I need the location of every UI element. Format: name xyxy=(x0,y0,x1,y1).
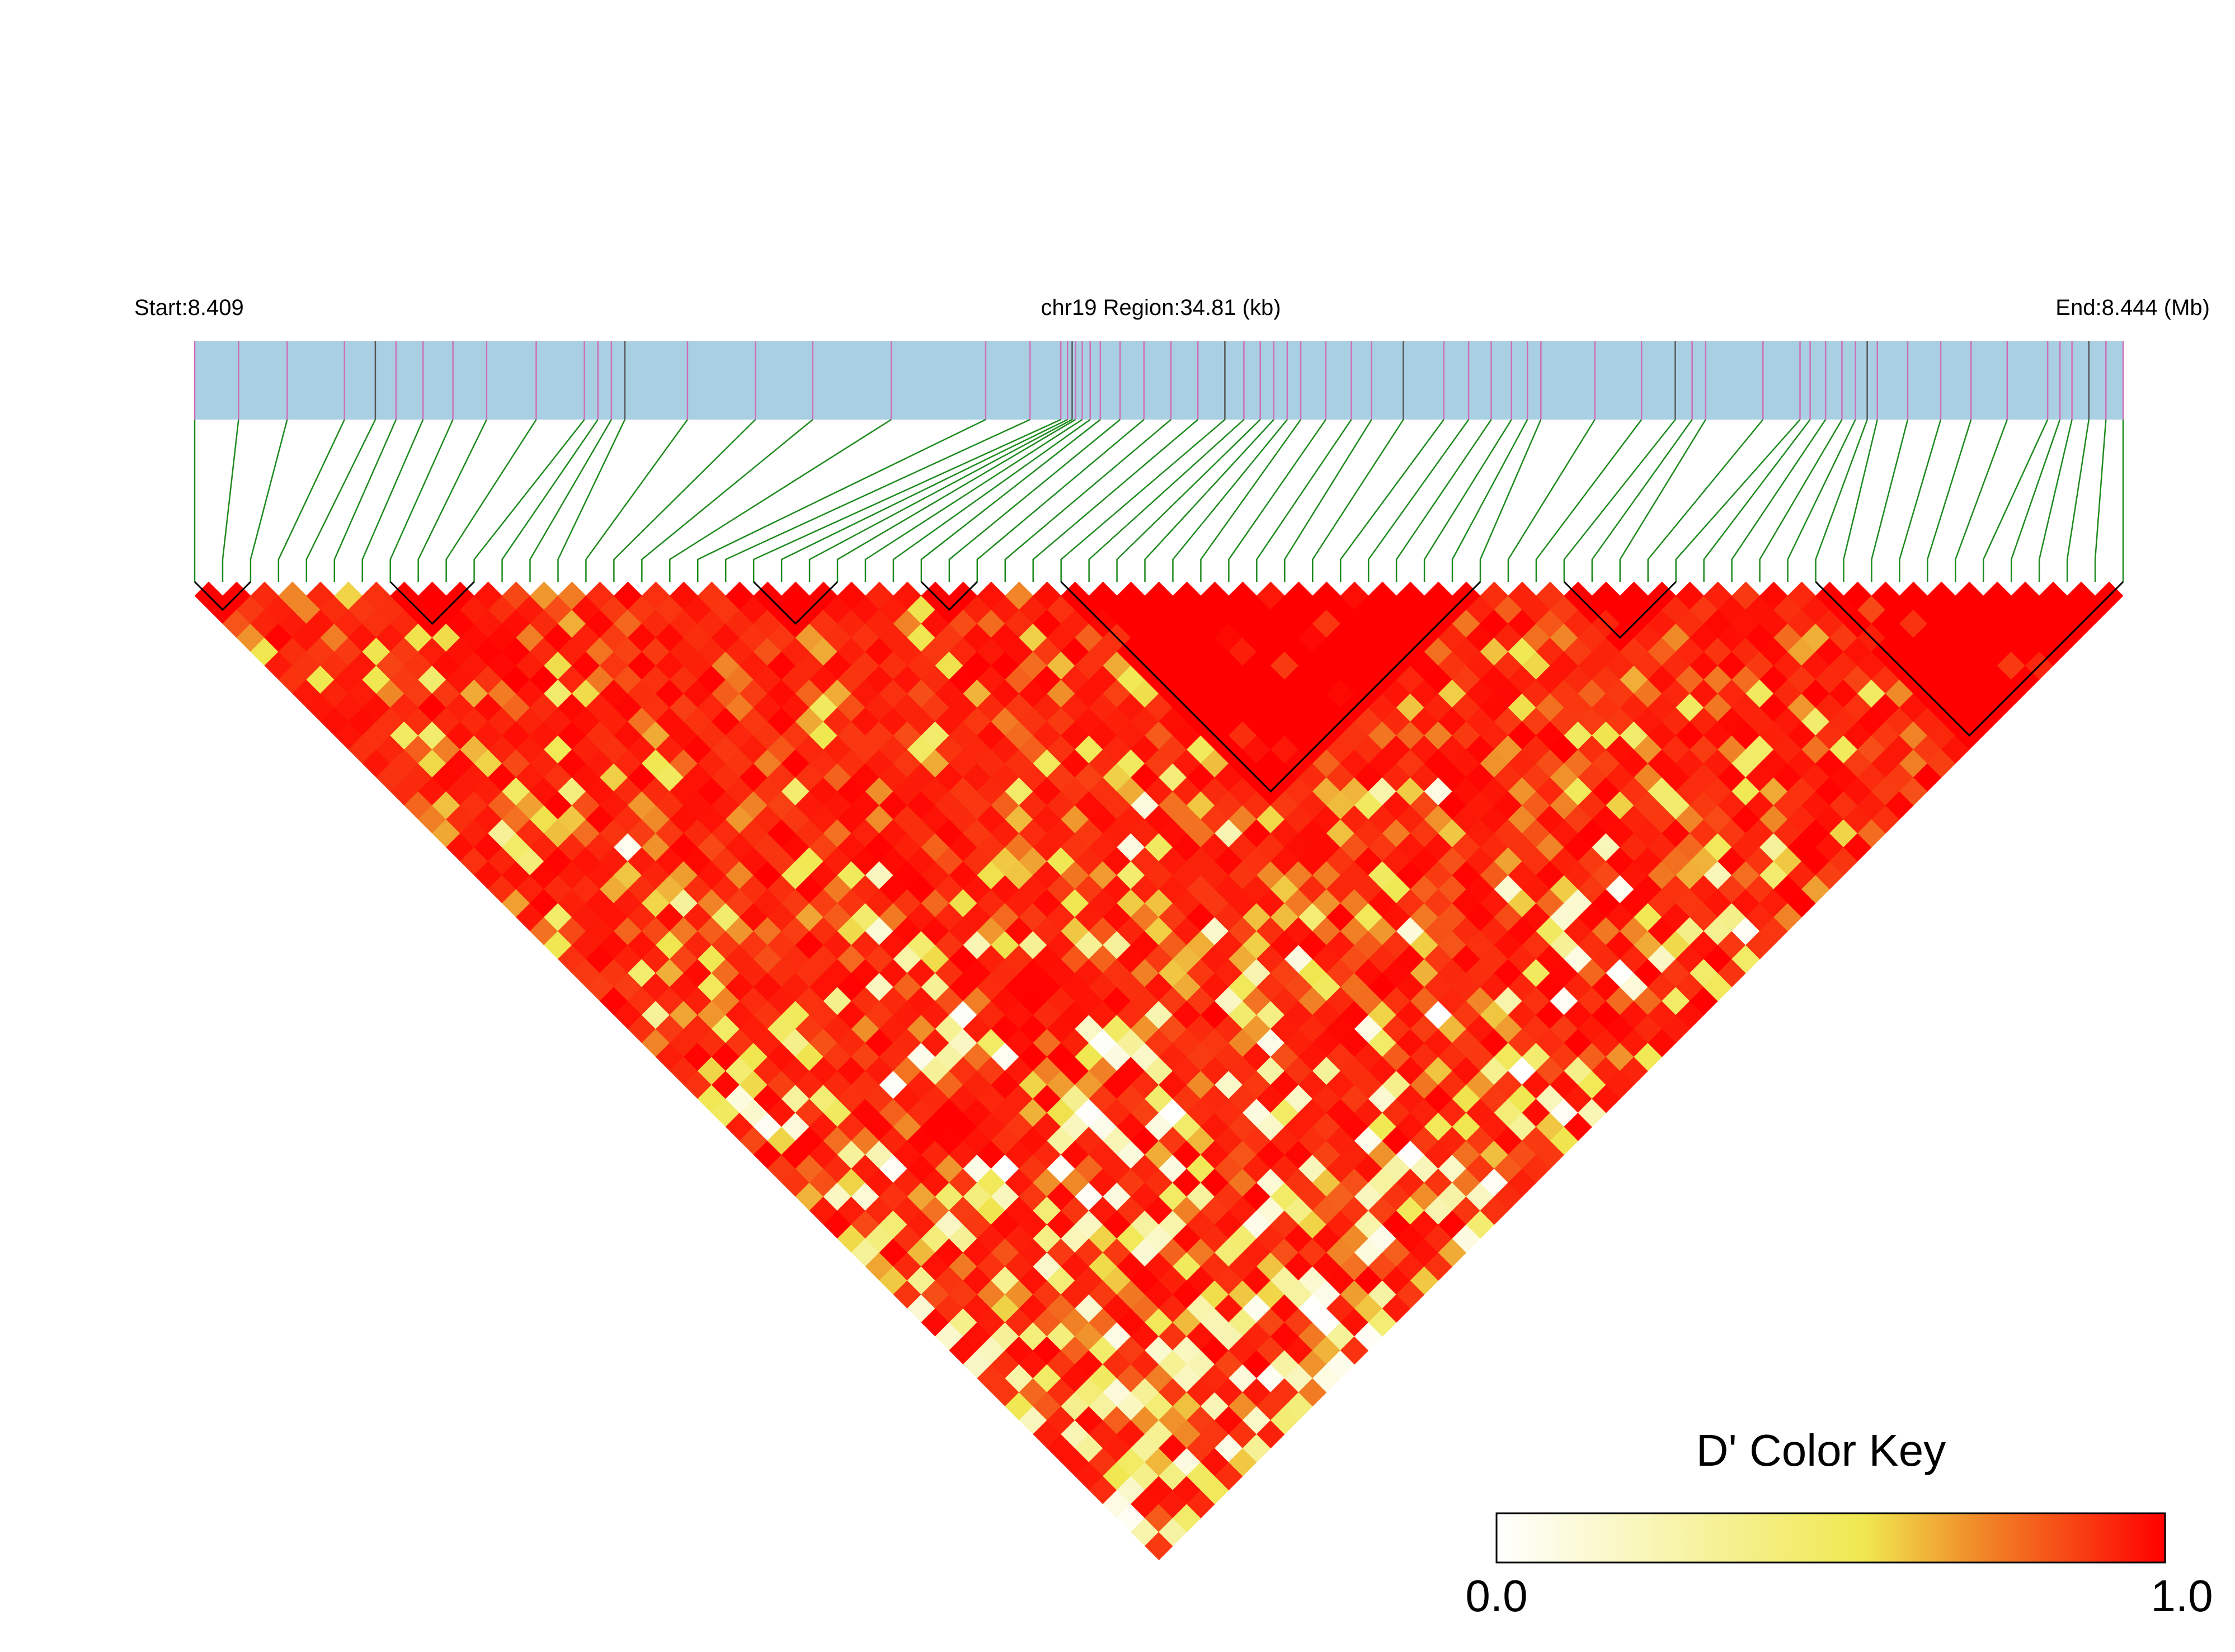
snp-connector-line xyxy=(780,418,1068,582)
snp-connector-line xyxy=(361,419,424,582)
snp-connector-line xyxy=(557,419,626,582)
snp-connector-line xyxy=(1367,419,1470,582)
snp-connector-line xyxy=(2038,419,2073,582)
haplotype-block-outline xyxy=(1060,581,1481,793)
snp-connector-line xyxy=(333,419,397,582)
haplotype-block-outline xyxy=(753,581,839,625)
haplotype-block-outline xyxy=(389,581,475,625)
snp-connector-line xyxy=(1312,419,1404,582)
snp-connector-line xyxy=(892,418,1091,582)
snp-connector-line xyxy=(2094,419,2107,582)
snp-connector-line xyxy=(1228,419,1326,582)
snp-connector-line xyxy=(920,419,1101,582)
snp-connector-line xyxy=(1899,419,1942,582)
snp-connector-line xyxy=(1004,419,1171,582)
haplotype-block-outline xyxy=(1563,581,1677,639)
snp-connector-line xyxy=(1731,419,1827,582)
snp-connector-line xyxy=(2066,419,2090,582)
snp-connector-line xyxy=(1927,419,1972,582)
snp-connector-line xyxy=(445,419,537,582)
region-title-label: chr19 Region:34.81 (kb) xyxy=(1041,295,1281,320)
snp-connector-line xyxy=(641,419,813,582)
haplotype-block-outline xyxy=(920,581,978,611)
snp-connector-line xyxy=(1256,419,1352,582)
snp-connector-line xyxy=(1032,419,1198,582)
snp-connector-line xyxy=(724,418,1031,582)
snp-connector-line xyxy=(613,419,756,582)
snp-connector-line xyxy=(1423,419,1512,582)
ld-heatmap-cells xyxy=(194,581,2124,1560)
snp-connector-line xyxy=(1871,419,1909,582)
snp-connector-line xyxy=(948,419,1121,582)
snp-connector-line xyxy=(1088,419,1245,582)
snp-connector-line xyxy=(836,418,1076,582)
snp-connector-line xyxy=(1619,419,1706,582)
snp-connector-line xyxy=(976,419,1145,582)
snp-connector-line xyxy=(1843,419,1878,582)
color-key: D' Color Key 0.0 1.0 xyxy=(1465,1425,2213,1621)
snp-connector-line xyxy=(222,419,239,582)
snp-connector-line xyxy=(1591,419,1693,582)
snp-connector-line xyxy=(1479,419,1542,582)
haplotype-block-outline xyxy=(1815,581,2124,737)
snp-connector-line xyxy=(277,419,345,582)
snp-connector-line xyxy=(529,419,612,582)
snp-connector-line xyxy=(473,419,585,582)
color-key-gradient-bar xyxy=(1495,1512,2166,1564)
snp-connector-line xyxy=(1647,419,1764,582)
region-end-label: End:8.444 (Mb) xyxy=(2055,295,2210,320)
snp-connector-line xyxy=(1703,419,1811,582)
snp-connector-line xyxy=(250,419,288,582)
snp-connector-line xyxy=(1535,419,1643,582)
snp-connector-line xyxy=(1675,419,1801,582)
snp-connector-lines xyxy=(194,418,2124,582)
snp-connector-line xyxy=(1200,419,1302,582)
snp-connector-line xyxy=(1172,419,1288,582)
snp-connector-line xyxy=(305,419,377,582)
haplotype-block-outline xyxy=(194,581,251,611)
snp-position-track xyxy=(195,341,2123,420)
snp-connector-line xyxy=(669,418,892,582)
snp-connector-line xyxy=(1787,419,1856,582)
snp-connector-line xyxy=(1339,419,1444,582)
snp-connector-line xyxy=(697,418,986,582)
color-key-max-label: 1.0 xyxy=(2151,1571,2213,1621)
snp-connector-line xyxy=(1759,419,1843,582)
snp-connector-line xyxy=(1815,419,1868,582)
snp-connector-line xyxy=(864,418,1083,582)
snp-connector-line xyxy=(1395,419,1492,582)
snp-connector-line xyxy=(1451,419,1528,582)
snp-connector-line xyxy=(1284,419,1372,582)
snp-connector-line xyxy=(417,419,487,582)
snp-connector-line xyxy=(1982,419,2049,582)
snp-connector-line xyxy=(585,419,688,582)
snp-connector-line xyxy=(501,419,599,582)
color-key-title: D' Color Key xyxy=(1696,1425,1946,1475)
snp-connector-line xyxy=(752,418,1061,582)
snp-position-ticks xyxy=(194,341,2124,420)
snp-connector-line xyxy=(389,419,454,582)
color-key-min-label: 0.0 xyxy=(1465,1571,1527,1621)
snp-connector-line xyxy=(808,418,1073,582)
haplotype-block-outlines xyxy=(194,581,2124,793)
snp-connector-line xyxy=(1563,419,1676,582)
snp-connector-line xyxy=(1955,419,2008,582)
region-start-label: Start:8.409 xyxy=(134,295,244,320)
snp-connector-line xyxy=(1060,419,1226,582)
snp-connector-line xyxy=(1144,419,1274,582)
snp-connector-line xyxy=(1116,419,1261,582)
snp-connector-line xyxy=(2010,419,2061,582)
snp-connector-line xyxy=(1507,419,1596,582)
